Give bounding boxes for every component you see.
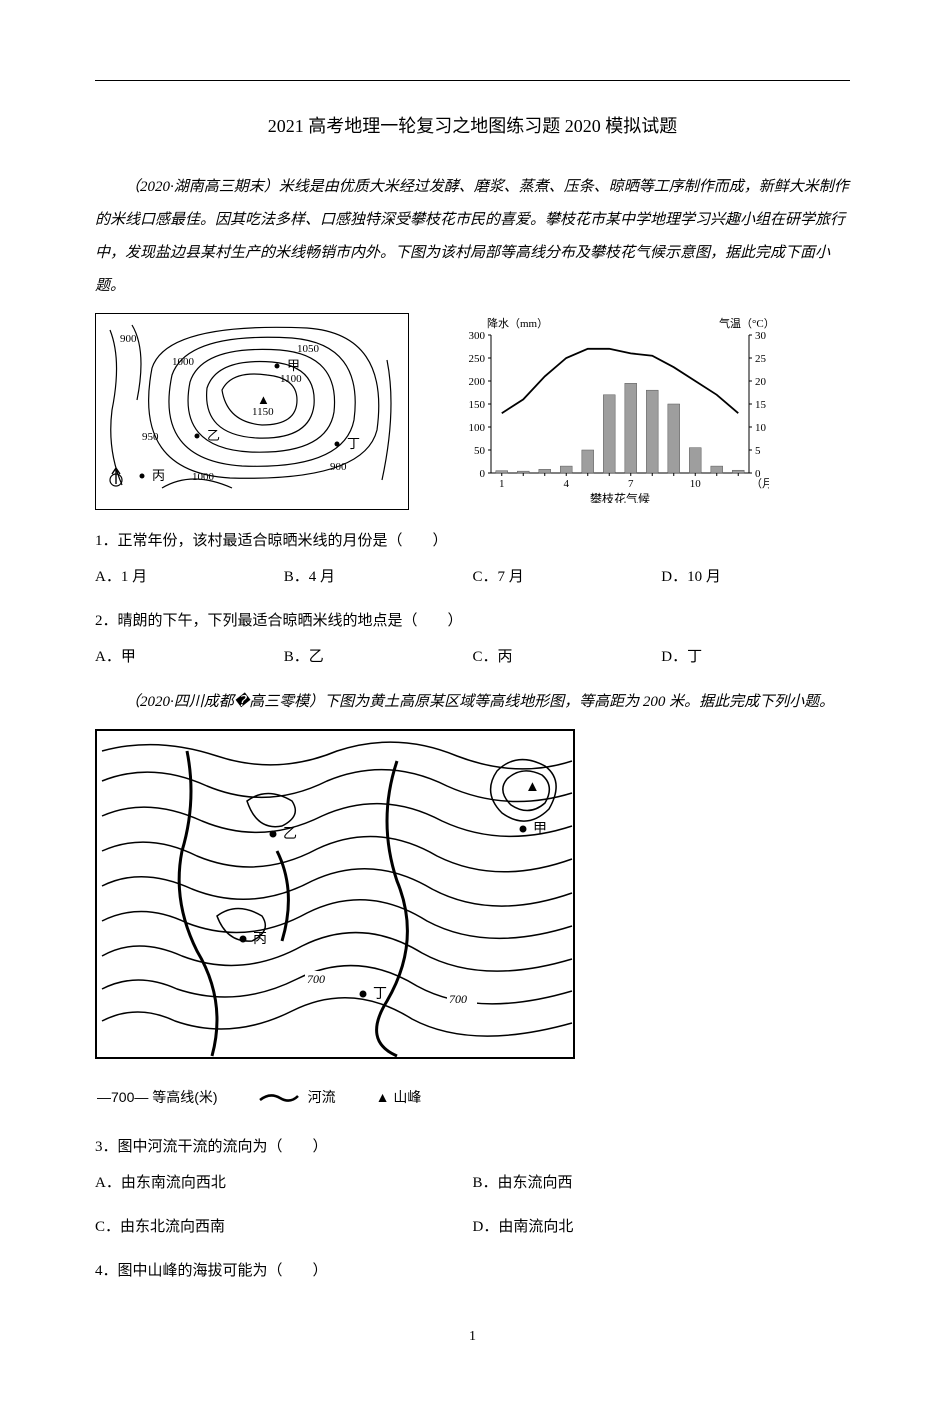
svg-text:丁: 丁 [373,987,387,1002]
passage-2: （2020·四川成都�高三零模）下图为黄土高原某区域等高线地形图，等高距为 20… [95,686,850,719]
q1-option-c: C．7 月 [473,562,662,592]
svg-text:10: 10 [690,478,702,490]
passage-2-source: （2020·四川成都�高三零模） [125,694,324,710]
svg-text:0: 0 [480,468,486,480]
svg-text:1000: 1000 [192,471,215,483]
svg-text:丙: 丙 [152,468,165,483]
figure-2-legend: —700— 等高线(米) 河流 ▲ 山峰 [97,1082,850,1113]
svg-text:150: 150 [469,399,486,411]
svg-text:30: 30 [755,330,767,342]
contour-map-2: 700 700 甲 乙丙丁 ▲ [95,729,850,1072]
q2-option-a: A．甲 [95,642,284,672]
contour-map-1: ▲甲乙丙丁90095010001050110011509001000 [95,313,409,510]
svg-text:乙: 乙 [283,826,297,842]
svg-text:900: 900 [330,461,347,473]
svg-text:10: 10 [755,422,767,434]
question-1-stem: 1．正常年份，该村最适合晾晒米线的月份是（ ） [95,526,850,556]
svg-text:1: 1 [499,478,505,490]
question-2-options: A．甲 B．乙 C．丙 D．丁 [95,642,850,672]
svg-text:200: 200 [469,376,486,388]
svg-text:1000: 1000 [172,356,195,368]
question-2-stem: 2．晴朗的下午，下列最适合晾晒米线的地点是（ ） [95,606,850,636]
svg-text:700: 700 [449,992,467,1006]
svg-text:100: 100 [469,422,486,434]
q1-option-b: B．4 月 [284,562,473,592]
svg-text:250: 250 [469,353,486,365]
legend-peak: ▲ 山峰 [376,1082,422,1113]
svg-text:攀枝花气候: 攀枝花气候 [590,491,650,503]
question-3-stem: 3．图中河流干流的流向为（ ） [95,1132,850,1162]
legend-contour: —700— 等高线(米) [97,1082,218,1113]
passage-1-text: 米线是由优质大米经过发酵、磨浆、蒸煮、压条、晾晒等工序制作而成，新鲜大米制作的米… [95,179,849,294]
svg-text:5: 5 [755,445,761,457]
question-3-options-2: C．由东北流向西南 D．由南流向北 [95,1212,850,1242]
svg-text:50: 50 [474,445,486,457]
q2-option-c: C．丙 [473,642,662,672]
svg-text:甲: 甲 [533,822,547,837]
question-1-options: A．1 月 B．4 月 C．7 月 D．10 月 [95,562,850,592]
svg-text:丙: 丙 [253,932,267,947]
passage-2-text: 下图为黄土高原某区域等高线地形图，等高距为 200 米。据此完成下列小题。 [324,694,834,710]
question-3-options-1: A．由东南流向西北 B．由东流向西 [95,1168,850,1198]
page-title: 2021 高考地理一轮复习之地图练习题 2020 模拟试题 [95,107,850,147]
svg-text:甲: 甲 [287,358,300,373]
svg-text:（月）: （月） [751,477,769,490]
q2-option-b: B．乙 [284,642,473,672]
svg-text:▲: ▲ [525,779,540,795]
svg-text:20: 20 [755,376,767,388]
svg-text:700: 700 [307,972,325,986]
svg-text:1150: 1150 [252,406,274,418]
passage-1: （2020·湖南高三期末）米线是由优质大米经过发酵、磨浆、蒸煮、压条、晾晒等工序… [95,171,850,303]
svg-text:气温（°C）: 气温（°C） [719,316,769,330]
q2-option-d: D．丁 [661,642,850,672]
q1-option-a: A．1 月 [95,562,284,592]
svg-text:7: 7 [628,478,634,490]
passage-1-source: （2020·湖南高三期末） [125,179,279,195]
figure-row-1: ▲甲乙丙丁90095010001050110011509001000 05010… [95,313,850,516]
q3-option-a: A．由东南流向西北 [95,1168,473,1198]
svg-text:900: 900 [120,333,137,345]
svg-text:丁: 丁 [347,436,360,451]
climate-chart: 05010015020025030005101520253014710降水（mm… [449,313,769,516]
svg-text:▲: ▲ [257,392,270,407]
q1-option-d: D．10 月 [661,562,850,592]
svg-text:15: 15 [755,399,767,411]
q3-option-c: C．由东北流向西南 [95,1212,473,1242]
svg-text:1100: 1100 [280,373,302,385]
svg-text:乙: 乙 [207,428,220,443]
q3-option-b: B．由东流向西 [473,1168,851,1198]
svg-text:降水（mm）: 降水（mm） [487,316,548,330]
svg-text:4: 4 [564,478,570,490]
svg-text:300: 300 [469,330,486,342]
page-number: 1 [95,1322,850,1353]
legend-river: 河流 [258,1082,336,1113]
question-4-stem: 4．图中山峰的海拔可能为（ ） [95,1256,850,1286]
svg-text:1050: 1050 [297,343,320,355]
svg-text:25: 25 [755,353,767,365]
q3-option-d: D．由南流向北 [473,1212,851,1242]
svg-text:950: 950 [142,431,159,443]
